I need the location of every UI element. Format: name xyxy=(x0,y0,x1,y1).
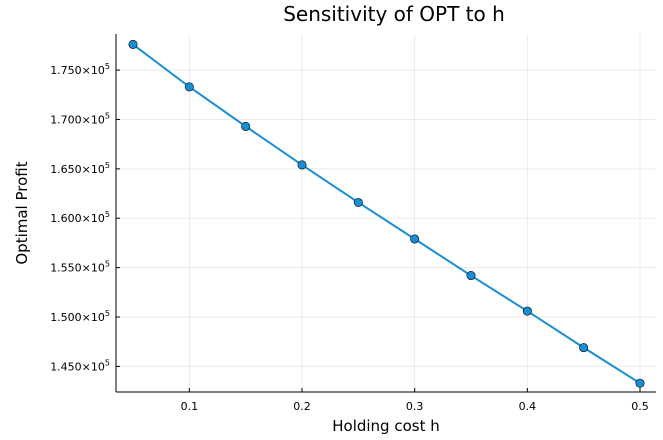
data-point xyxy=(579,343,589,353)
x-tick-label: 0.3 xyxy=(406,400,424,413)
data-point xyxy=(241,121,251,131)
y-tick-label: 1.600×105 xyxy=(50,210,110,225)
grid xyxy=(116,34,656,392)
data-point xyxy=(522,306,532,316)
y-tick-label: 1.700×105 xyxy=(50,111,110,126)
y-tick-label: 1.750×105 xyxy=(50,62,110,77)
x-tick-label: 0.1 xyxy=(181,400,199,413)
series-line xyxy=(132,43,641,385)
data-point xyxy=(410,234,420,244)
x-axis-label: Holding cost h xyxy=(332,417,440,435)
data-point xyxy=(297,160,307,170)
ticks: 0.1 0.2 0.3 0.4 0.5 1.450×105 1.500×105 1.550×1… xyxy=(50,62,649,413)
x-tick-label: 0.4 xyxy=(519,400,537,413)
y-tick-label: 1.450×105 xyxy=(50,358,110,373)
series xyxy=(128,39,645,388)
y-tick-label: 1.650×105 xyxy=(50,161,110,176)
y-axis-label: Optimal Profit xyxy=(13,161,31,264)
x-tick-label: 0.2 xyxy=(293,400,311,413)
y-tick-label: 1.500×105 xyxy=(50,309,110,324)
data-point xyxy=(635,378,645,388)
y-tick-label: 1.550×105 xyxy=(50,260,110,275)
data-point xyxy=(128,39,138,49)
data-point xyxy=(184,82,194,92)
data-point xyxy=(466,271,476,281)
data-point xyxy=(353,197,363,207)
x-tick-label: 0.5 xyxy=(631,400,649,413)
chart-title: Sensitivity of OPT to h xyxy=(283,2,505,26)
